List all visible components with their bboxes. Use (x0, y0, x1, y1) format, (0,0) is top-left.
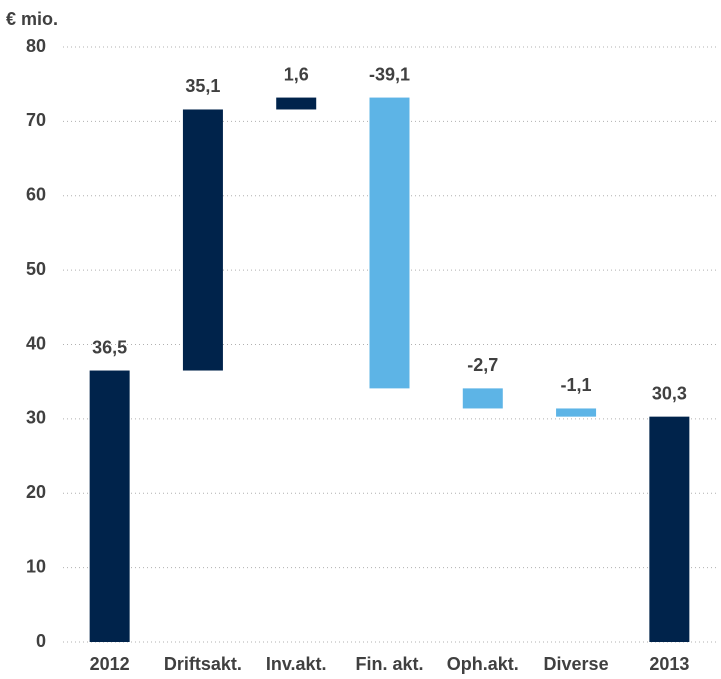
bar (649, 416, 690, 642)
bar (556, 408, 597, 417)
x-tick-label: Oph.akt. (447, 654, 519, 674)
y-tick-label: 30 (26, 408, 46, 428)
bar (276, 97, 317, 110)
x-tick-label: Fin. akt. (355, 654, 423, 674)
y-tick-label: 0 (36, 631, 46, 651)
x-tick-label: Driftsakt. (164, 654, 242, 674)
y-tick-label: 40 (26, 333, 46, 353)
data-label: 30,3 (652, 383, 687, 403)
y-tick-label: 80 (26, 36, 46, 56)
x-tick-label: Inv.akt. (266, 654, 327, 674)
y-tick-label: 70 (26, 110, 46, 130)
x-tick-label: Diverse (544, 654, 609, 674)
x-tick-label: 2013 (649, 654, 689, 674)
axis-unit-label: € mio. (6, 9, 58, 29)
bar (462, 388, 503, 409)
y-tick-label: 20 (26, 482, 46, 502)
data-label: -39,1 (369, 64, 410, 84)
data-label: 35,1 (185, 76, 220, 96)
data-label: 36,5 (92, 337, 127, 357)
bar (89, 370, 130, 642)
y-tick-label: 50 (26, 259, 46, 279)
bar (182, 109, 223, 371)
y-tick-label: 10 (26, 556, 46, 576)
y-tick-label: 60 (26, 185, 46, 205)
x-tick-label: 2012 (90, 654, 130, 674)
data-label: 1,6 (284, 64, 309, 84)
bar (369, 97, 410, 389)
data-label: -1,1 (561, 375, 592, 395)
data-label: -2,7 (467, 355, 498, 375)
